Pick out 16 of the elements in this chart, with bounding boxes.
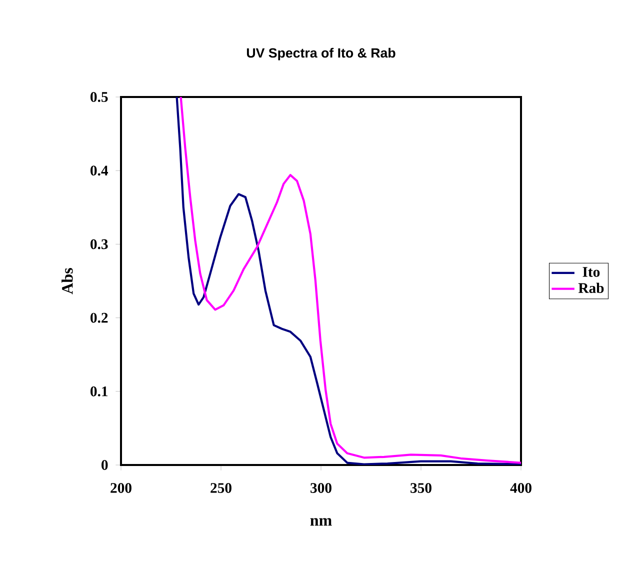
y-tick-label: 0.5 <box>90 92 108 102</box>
y-axis-title: Abs <box>62 268 73 294</box>
x-tick-label: 200 <box>110 483 132 493</box>
legend-label: Ito <box>582 267 600 277</box>
chart-title: UV Spectra of Ito & Rab <box>246 48 396 60</box>
x-axis-title: nm <box>310 518 332 526</box>
legend-label: Rab <box>578 282 604 294</box>
y-tick-label: 0.3 <box>90 239 108 250</box>
x-tick-label: 400 <box>510 483 532 493</box>
x-tick-label: 350 <box>410 483 432 493</box>
y-tick-label: 0.4 <box>90 166 108 176</box>
x-tick-label: 250 <box>210 483 232 493</box>
y-tick-label: 0 <box>102 460 108 470</box>
x-tick-label: 300 <box>310 483 332 493</box>
y-tick-label: 0.1 <box>90 386 108 396</box>
y-tick-label: 0.2 <box>90 312 108 323</box>
